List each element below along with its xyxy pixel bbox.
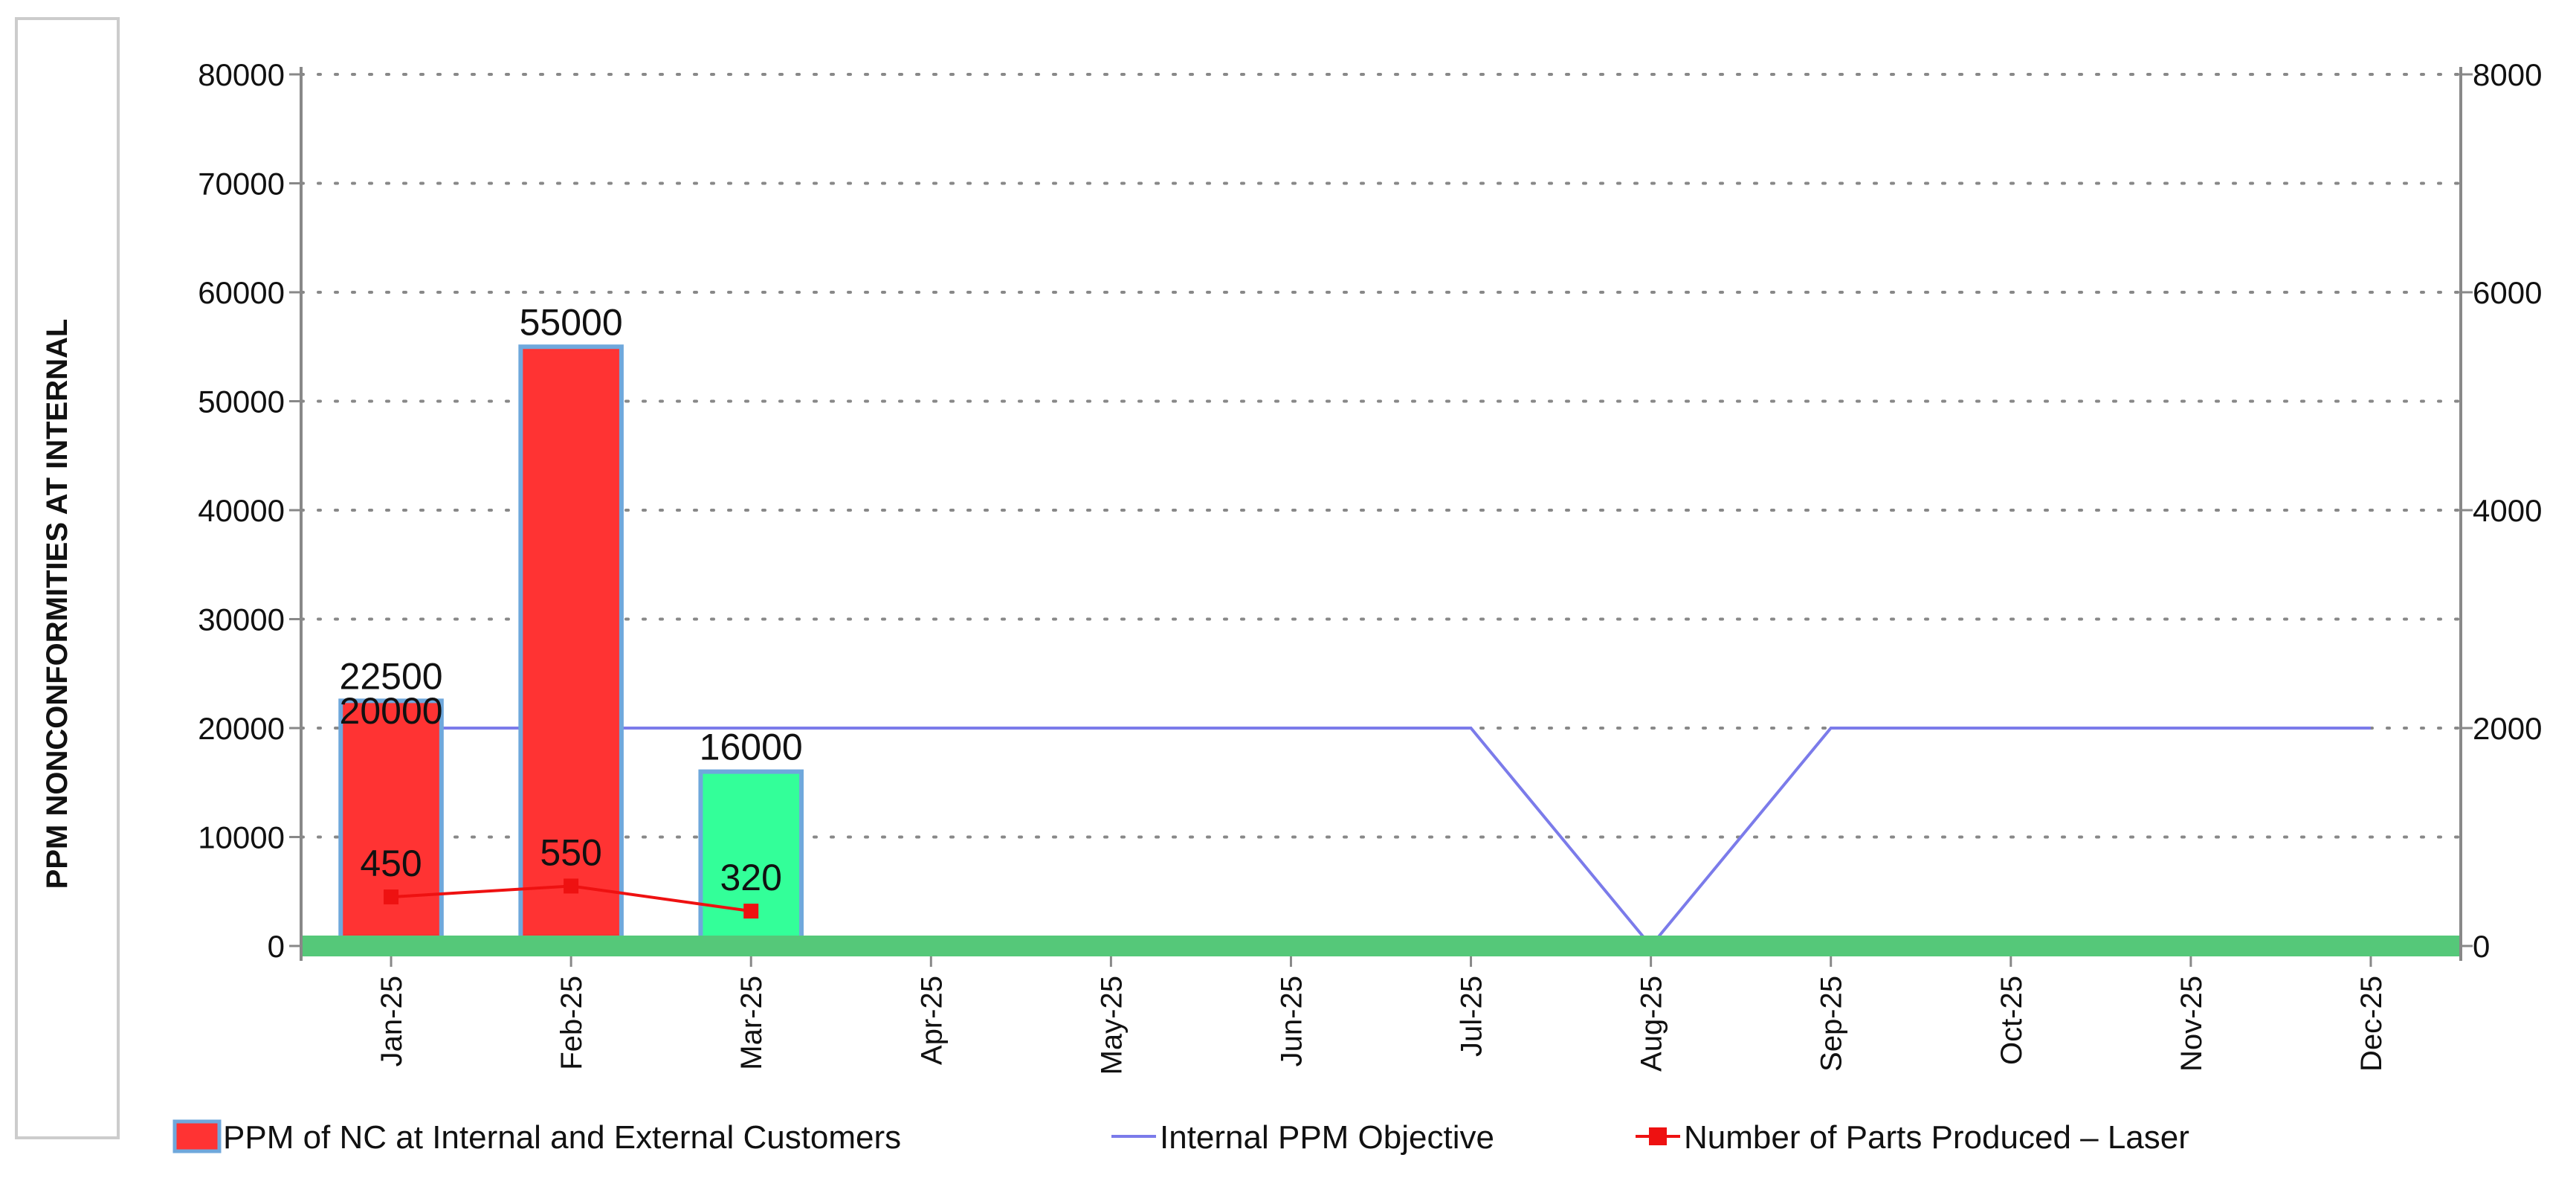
left-tick-label: 60000 (198, 275, 285, 310)
axis-layer: 0100002000030000400005000060000700008000… (198, 57, 2542, 1075)
legend-label-objective: Internal PPM Objective (1160, 1119, 1494, 1156)
grid-layer (300, 73, 2462, 839)
objective-line (391, 727, 2371, 949)
legend-swatch-parts-marker (1649, 1127, 1667, 1145)
left-tick-label: 10000 (198, 820, 285, 855)
right-tick-label: 2000 (2473, 711, 2542, 746)
parts-marker (743, 904, 759, 919)
x-tick-label: Mar-25 (735, 976, 768, 1070)
right-tick-label: 6000 (2473, 275, 2542, 310)
legend-label-bar: PPM of NC at Internal and External Custo… (223, 1119, 901, 1156)
x-tick-label: Feb-25 (555, 976, 588, 1070)
x-tick-label: Apr-25 (915, 976, 948, 1065)
x-tick-label: May-25 (1095, 976, 1128, 1075)
right-tick-label: 4000 (2473, 493, 2542, 528)
band-layer (301, 936, 2461, 956)
right-tick-label: 8000 (2473, 57, 2542, 92)
bar-layer (338, 344, 804, 948)
left-tick-label: 80000 (198, 57, 285, 92)
left-tick-label: 30000 (198, 602, 285, 637)
objective-layer (391, 727, 2371, 949)
x-tick-label: Aug-25 (1636, 976, 1668, 1072)
parts-layer (384, 878, 759, 919)
parts-marker (384, 889, 399, 905)
legend-swatch-bar (172, 1119, 222, 1153)
x-tick-label: Dec-25 (2355, 976, 2388, 1072)
bar-value-label: 55000 (520, 301, 623, 343)
left-tick-label: 20000 (198, 711, 285, 746)
x-tick-label: Jun-25 (1275, 976, 1308, 1066)
legend: PPM of NC at Internal and External Custo… (172, 1119, 2189, 1156)
x-tick-label: Sep-25 (1815, 976, 1848, 1072)
parts-value-label: 320 (720, 857, 781, 898)
bar-value-label: 16000 (700, 727, 803, 768)
x-tick-label: Jan-25 (375, 976, 408, 1066)
left-tick-label: 0 (268, 929, 285, 964)
bar-jan-25 (338, 698, 444, 948)
label-layer: 22500 55000 16000 20000 450 550 320 (340, 301, 803, 898)
legend-label-parts: Number of Parts Produced – Laser (1684, 1119, 2189, 1156)
left-tick-label: 50000 (198, 384, 285, 419)
x-tick-label: Nov-25 (2175, 976, 2208, 1072)
baseline-band (301, 936, 2461, 956)
x-tick-label: Oct-25 (1995, 976, 2028, 1065)
left-tick-label: 40000 (198, 493, 285, 528)
x-tick-label: Jul-25 (1456, 976, 1488, 1057)
bar-feb-25 (518, 344, 624, 948)
parts-value-label: 450 (360, 843, 422, 884)
bar-value-label: 22500 (340, 655, 443, 697)
left-tick-label: 70000 (198, 167, 285, 202)
right-tick-label: 0 (2473, 929, 2490, 964)
ylabel-box: PPM NONCONFORMITIES AT INTERNAL (15, 17, 120, 1139)
parts-marker (564, 878, 579, 894)
y-axis-label: PPM NONCONFORMITIES AT INTERNAL (41, 319, 74, 889)
objective-value-label: 20000 (340, 690, 443, 732)
parts-value-label: 550 (540, 831, 601, 873)
